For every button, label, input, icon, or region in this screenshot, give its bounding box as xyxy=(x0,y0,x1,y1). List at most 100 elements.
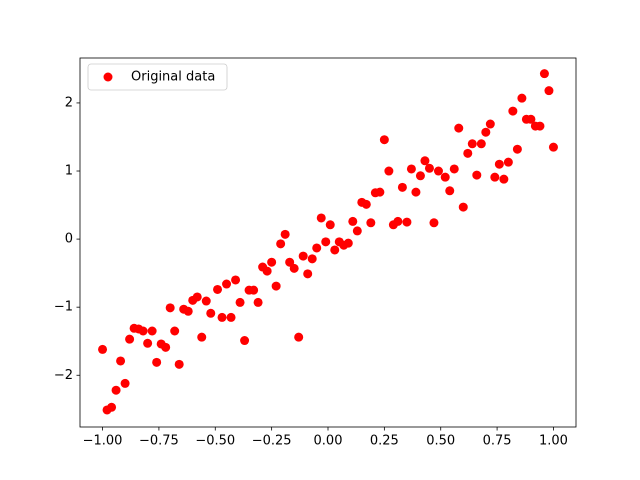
data-point xyxy=(217,312,227,322)
x-tick-label: −0.50 xyxy=(195,434,235,449)
y-tick-label: 1 xyxy=(65,164,73,179)
data-point xyxy=(440,172,450,182)
data-point xyxy=(481,127,491,137)
data-point xyxy=(271,281,281,291)
data-point xyxy=(226,312,236,322)
data-point xyxy=(402,217,412,227)
data-point xyxy=(111,385,121,395)
data-point xyxy=(433,166,443,176)
data-point xyxy=(213,284,223,294)
data-point xyxy=(197,332,207,342)
data-point xyxy=(192,292,202,302)
data-point xyxy=(325,220,335,230)
data-point xyxy=(107,402,117,412)
data-point xyxy=(424,163,434,173)
data-point xyxy=(539,69,549,79)
data-point xyxy=(445,186,455,196)
data-point xyxy=(548,142,558,152)
data-point xyxy=(458,202,468,212)
data-point xyxy=(508,106,518,116)
data-point xyxy=(535,121,545,131)
data-point xyxy=(165,303,175,313)
data-point xyxy=(98,344,108,354)
data-point xyxy=(152,357,162,367)
y-tick-label: 2 xyxy=(65,95,73,110)
data-point xyxy=(294,332,304,342)
data-point xyxy=(316,213,326,223)
data-point xyxy=(384,166,394,176)
data-point xyxy=(206,308,216,318)
data-point xyxy=(348,216,358,226)
data-point xyxy=(276,239,286,249)
x-tick-label: −0.75 xyxy=(139,434,179,449)
x-tick-label: 0.50 xyxy=(426,434,455,449)
data-point xyxy=(393,216,403,226)
data-point xyxy=(503,157,513,167)
legend-label: Original data xyxy=(131,70,215,85)
data-point xyxy=(298,251,308,261)
data-point xyxy=(494,159,504,169)
data-point xyxy=(467,139,477,149)
x-tick-label: 0.25 xyxy=(370,434,399,449)
data-point xyxy=(411,187,421,197)
data-point xyxy=(490,172,500,182)
data-point xyxy=(303,269,313,279)
data-point xyxy=(253,297,263,307)
data-point xyxy=(463,148,473,158)
data-point xyxy=(397,182,407,192)
legend-marker xyxy=(103,72,113,82)
data-point xyxy=(289,263,299,273)
data-point xyxy=(201,296,211,306)
data-point xyxy=(512,144,522,154)
x-tick-label: 0.75 xyxy=(483,434,512,449)
data-point xyxy=(267,257,277,267)
legend-box xyxy=(87,63,228,91)
data-point xyxy=(485,119,495,129)
x-tick-label: −0.25 xyxy=(252,434,292,449)
y-tick-label: 0 xyxy=(65,232,73,247)
data-point xyxy=(429,218,439,228)
data-point xyxy=(379,135,389,145)
data-point xyxy=(222,279,232,289)
data-point xyxy=(343,238,353,248)
data-point xyxy=(449,164,459,174)
data-point xyxy=(330,245,340,255)
data-point xyxy=(147,326,157,336)
x-tick-label: 0.00 xyxy=(314,434,343,449)
data-point xyxy=(143,338,153,348)
data-point xyxy=(476,139,486,149)
data-point xyxy=(183,306,193,316)
data-point xyxy=(517,93,527,103)
data-point xyxy=(120,378,130,388)
data-point xyxy=(375,187,385,197)
axes-frame xyxy=(79,57,577,428)
y-tick-label: −2 xyxy=(54,368,73,383)
data-point xyxy=(415,171,425,181)
data-point xyxy=(138,326,148,336)
data-point xyxy=(307,254,317,264)
data-point xyxy=(361,199,371,209)
y-tick-label: −1 xyxy=(54,300,73,315)
x-tick-label: 1.00 xyxy=(539,434,568,449)
data-point xyxy=(312,243,322,253)
data-point xyxy=(125,334,135,344)
data-point xyxy=(472,170,482,180)
data-point xyxy=(454,123,464,133)
data-point xyxy=(406,164,416,174)
data-point xyxy=(280,229,290,239)
data-point xyxy=(262,266,272,276)
data-point xyxy=(544,86,554,96)
data-point xyxy=(116,356,126,366)
data-point xyxy=(231,275,241,285)
data-point xyxy=(161,342,171,352)
data-point xyxy=(321,237,331,247)
data-point xyxy=(249,285,259,295)
data-point xyxy=(240,336,250,346)
data-point xyxy=(526,114,536,124)
data-point xyxy=(366,218,376,228)
data-point xyxy=(235,297,245,307)
data-point xyxy=(499,174,509,184)
data-point xyxy=(352,226,362,236)
